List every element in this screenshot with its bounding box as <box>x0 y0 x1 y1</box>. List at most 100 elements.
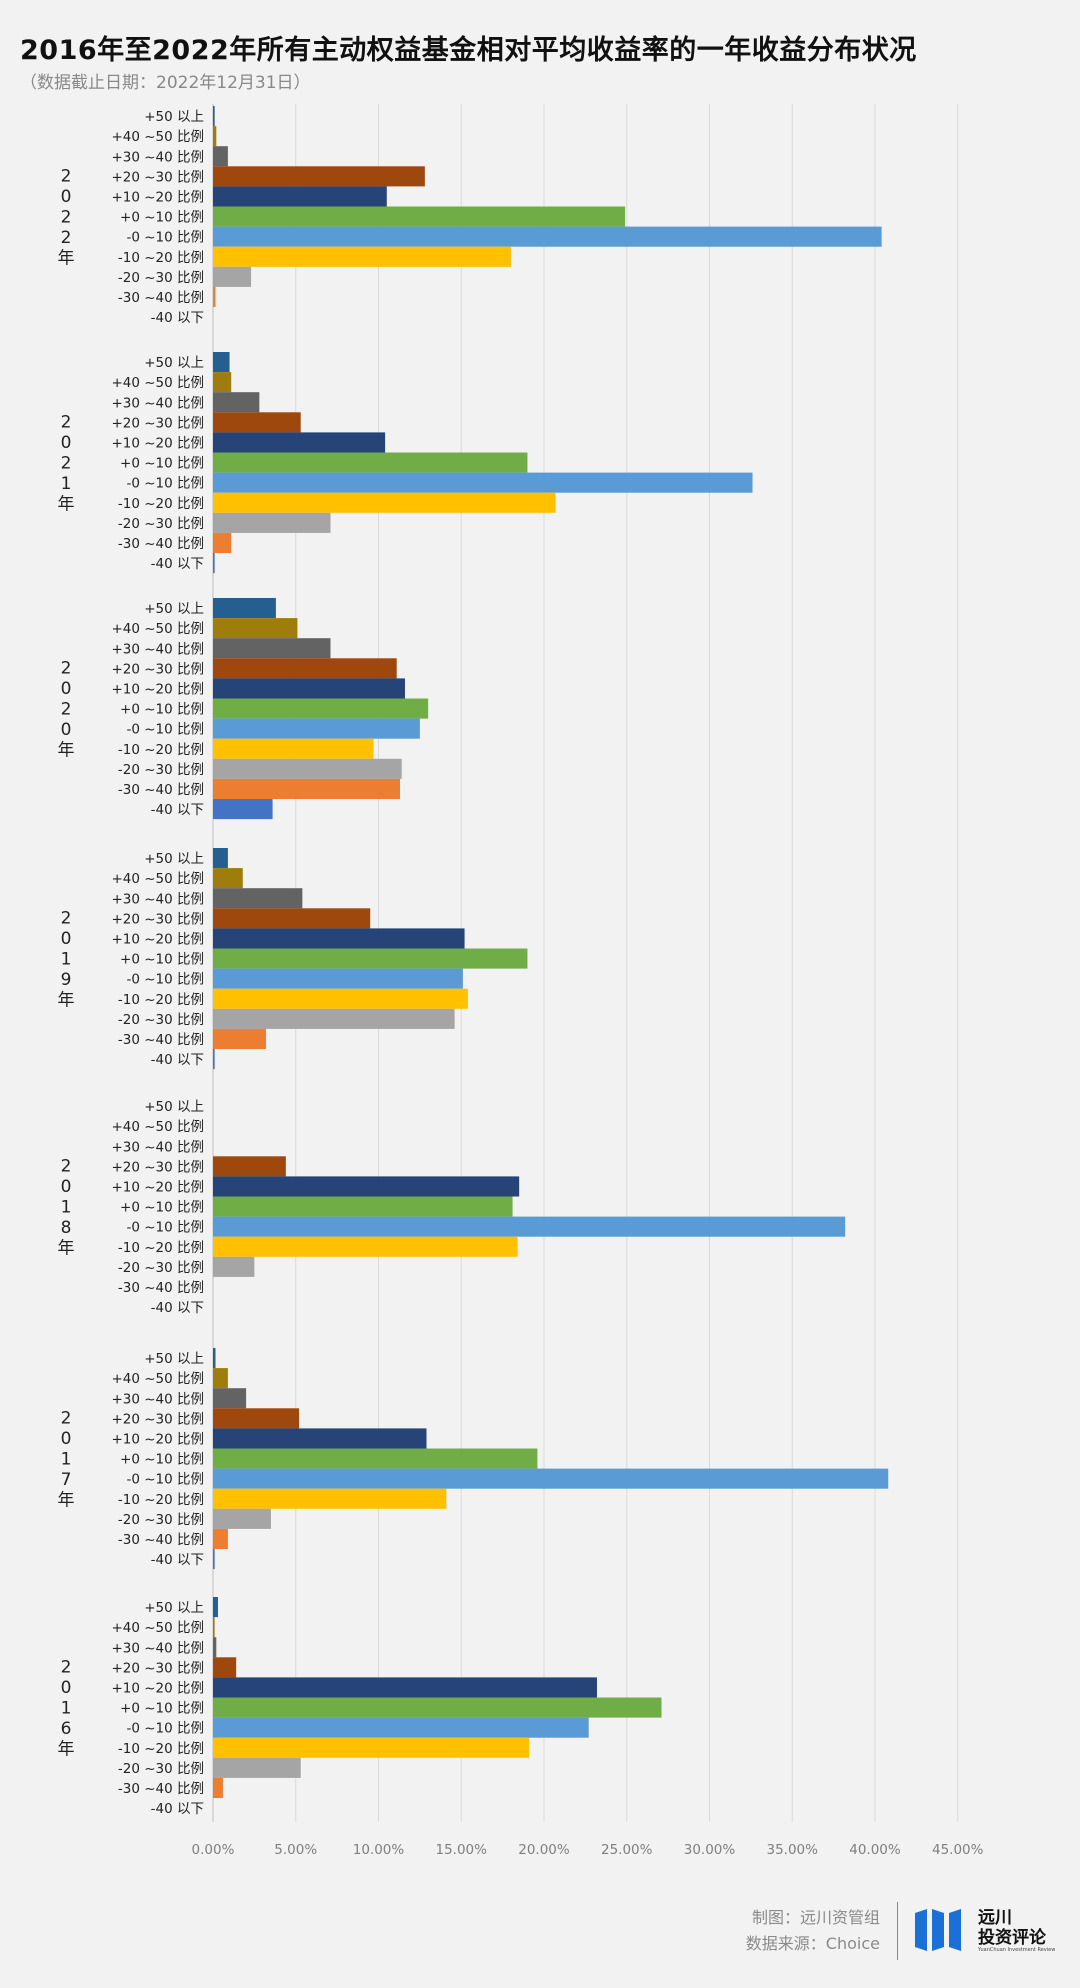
category-label: -0 ~10 比例 <box>126 972 204 988</box>
group-label-char: 1 <box>61 1699 72 1719</box>
bar <box>213 352 230 373</box>
category-label: +10 ~20 比例 <box>111 1179 204 1195</box>
category-label: +40 ~50 比例 <box>111 1371 204 1387</box>
bar <box>213 1256 255 1277</box>
group-label-char: 7 <box>61 1470 72 1490</box>
group-label-char: 0 <box>61 929 72 949</box>
category-label: -20 ~30 比例 <box>118 516 204 532</box>
category-label: -20 ~30 比例 <box>118 762 204 778</box>
bar <box>213 888 303 909</box>
category-label: +0 ~10 比例 <box>120 456 204 472</box>
category-label: +30 ~40 比例 <box>111 1139 204 1155</box>
category-label: +50 以上 <box>144 1351 204 1367</box>
chart-subtitle: （数据截止日期：2022年12月31日） <box>20 73 311 93</box>
category-label: -10 ~20 比例 <box>118 742 204 758</box>
bar <box>213 988 468 1009</box>
group-label-char: 8 <box>61 1218 72 1238</box>
category-label: +40 ~50 比例 <box>111 375 204 391</box>
category-label: -20 ~30 比例 <box>118 1012 204 1028</box>
bar <box>213 1697 662 1718</box>
category-label: +10 ~20 比例 <box>111 1431 204 1447</box>
bar <box>213 1028 266 1049</box>
bar <box>213 166 425 187</box>
x-tick-label: 20.00% <box>518 1842 570 1858</box>
category-label: +50 以上 <box>144 109 204 125</box>
bar <box>213 1617 215 1638</box>
category-label: -30 ~40 比例 <box>118 290 204 306</box>
x-tick-label: 30.00% <box>684 1842 736 1858</box>
category-label: -0 ~10 比例 <box>126 1220 204 1236</box>
category-label: +0 ~10 比例 <box>120 1701 204 1717</box>
logo-name-line2: 投资评论 <box>978 1928 1046 1948</box>
bar <box>213 1737 530 1758</box>
category-label: -10 ~20 比例 <box>118 496 204 512</box>
bar <box>213 1196 513 1217</box>
bar <box>213 372 232 393</box>
bar <box>213 598 276 619</box>
category-label: +20 ~30 比例 <box>111 1411 204 1427</box>
group-label-char: 2 <box>61 228 72 248</box>
category-label: +40 ~50 比例 <box>111 871 204 887</box>
bar <box>213 1216 846 1237</box>
group-label-char: 年 <box>58 249 75 269</box>
group-label-char: 2 <box>61 454 72 474</box>
x-tick-label: 10.00% <box>353 1842 405 1858</box>
category-label: -30 ~40 比例 <box>118 536 204 552</box>
bar <box>213 532 232 553</box>
bar <box>213 1428 427 1449</box>
category-label: -40 以下 <box>151 556 204 572</box>
bar <box>213 1777 223 1798</box>
category-label: +30 ~40 比例 <box>111 641 204 657</box>
bar <box>213 758 402 779</box>
bar <box>213 658 397 679</box>
bar <box>213 1549 215 1570</box>
category-label: +40 ~50 比例 <box>111 621 204 637</box>
category-label: +10 ~20 比例 <box>111 435 204 451</box>
category-label: +40 ~50 比例 <box>111 1119 204 1135</box>
category-label: +0 ~10 比例 <box>120 1200 204 1216</box>
group-label-char: 2 <box>61 413 72 433</box>
group-label-char: 2 <box>61 208 72 228</box>
category-label: -30 ~40 比例 <box>118 1280 204 1296</box>
category-label: +10 ~20 比例 <box>111 189 204 205</box>
bar <box>213 246 511 267</box>
category-label: +0 ~10 比例 <box>120 210 204 226</box>
credit-author: 制图：远川资管组 <box>751 1908 880 1927</box>
group-label-char: 2 <box>61 1409 72 1429</box>
group-label-char: 6 <box>61 1719 72 1739</box>
bar <box>213 908 371 929</box>
category-label: +50 以上 <box>144 355 204 371</box>
category-label: -40 以下 <box>151 1300 204 1316</box>
group-label-char: 0 <box>61 1429 72 1449</box>
category-label: -30 ~40 比例 <box>118 1781 204 1797</box>
group-label-char: 年 <box>58 1740 75 1760</box>
category-label: +50 以上 <box>144 601 204 617</box>
x-tick-label: 15.00% <box>436 1842 488 1858</box>
category-label: -0 ~10 比例 <box>126 722 204 738</box>
logo-name-line1: 远川 <box>978 1908 1012 1928</box>
category-label: +0 ~10 比例 <box>120 952 204 968</box>
brand-logo: 远川 投资评论 YuanChuan Investment Review <box>915 1905 1065 1955</box>
bar <box>213 186 387 207</box>
category-label: -0 ~10 比例 <box>126 1721 204 1737</box>
group-label-char: 年 <box>58 1239 75 1259</box>
logo-english: YuanChuan Investment Review <box>978 1947 1056 1953</box>
category-label: +30 ~40 比例 <box>111 891 204 907</box>
bar <box>213 392 260 413</box>
group-label-char: 0 <box>61 1678 72 1698</box>
category-label: +20 ~30 比例 <box>111 911 204 927</box>
bar <box>213 928 465 949</box>
group-label-char: 0 <box>61 187 72 207</box>
group-label-char: 0 <box>61 679 72 699</box>
category-label: +0 ~10 比例 <box>120 702 204 718</box>
bar <box>213 206 626 227</box>
bar <box>213 412 301 433</box>
category-label: -20 ~30 比例 <box>118 270 204 286</box>
bar <box>213 948 528 969</box>
bar <box>213 226 882 247</box>
group-label-char: 0 <box>61 433 72 453</box>
bar <box>213 678 405 699</box>
bar <box>213 868 243 889</box>
bar <box>213 738 374 759</box>
category-label: +30 ~40 比例 <box>111 1391 204 1407</box>
